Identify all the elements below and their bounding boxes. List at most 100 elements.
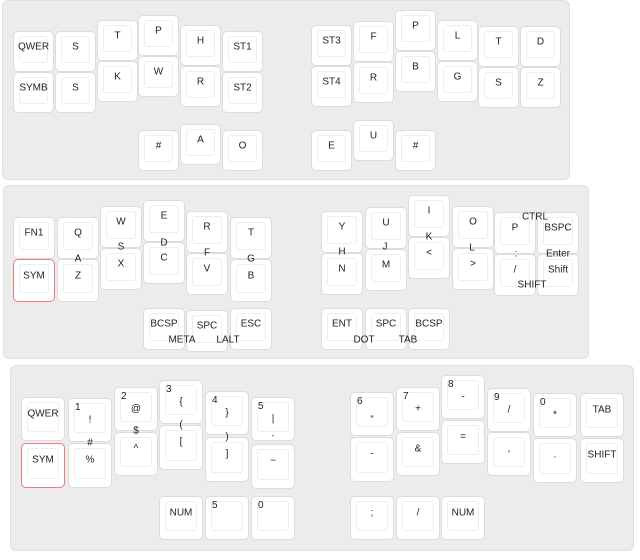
key-label: ST3 bbox=[322, 35, 341, 47]
key-2-12[interactable]: BCSP bbox=[143, 308, 185, 350]
key-1-8[interactable]: H bbox=[180, 25, 221, 66]
key-3-17[interactable]: 7 + bbox=[396, 387, 440, 431]
key-2-18[interactable]: M bbox=[365, 249, 407, 291]
key-3-25[interactable]: TAB bbox=[580, 393, 624, 437]
key-2-10[interactable]: T bbox=[230, 217, 272, 259]
key-1-27[interactable]: E bbox=[311, 130, 352, 171]
key-3-11[interactable]: ~ bbox=[251, 444, 295, 489]
key-2-14[interactable]: ESC bbox=[230, 308, 272, 350]
key-2-16[interactable]: N bbox=[321, 253, 363, 295]
key-1-13[interactable]: A bbox=[180, 124, 221, 165]
key-2-3[interactable]: Z bbox=[57, 259, 99, 302]
key-label: # bbox=[155, 140, 162, 152]
key-3-8[interactable]: 4} bbox=[205, 391, 249, 435]
key-2-13[interactable]: SPC bbox=[186, 310, 228, 352]
key-1-26[interactable]: Z bbox=[520, 67, 561, 108]
key-2-8[interactable]: R bbox=[186, 211, 228, 253]
key-1-10[interactable]: ST1 bbox=[222, 31, 263, 72]
key-1-5[interactable]: K bbox=[97, 61, 138, 102]
key-1-29[interactable]: # bbox=[395, 130, 436, 171]
key-3-13[interactable]: 5 bbox=[205, 496, 249, 540]
key-3-28[interactable]: / bbox=[396, 496, 440, 540]
key-3-15[interactable]: 6 „ bbox=[350, 392, 394, 436]
key-2-9[interactable]: V bbox=[186, 253, 228, 295]
key-2-11[interactable]: B bbox=[230, 259, 272, 302]
key-1-18[interactable]: R bbox=[353, 62, 394, 103]
key-1-23[interactable]: T bbox=[478, 26, 519, 67]
key-2-19[interactable]: I bbox=[408, 195, 450, 237]
key-3-19[interactable]: 8- bbox=[441, 375, 485, 419]
key-2-6[interactable]: E bbox=[143, 200, 185, 242]
key-2-24[interactable]: / bbox=[494, 254, 536, 296]
key-2-29[interactable]: BCSP bbox=[408, 308, 450, 350]
key-1-28[interactable]: U bbox=[353, 120, 394, 161]
key-2-4[interactable]: W bbox=[100, 206, 142, 248]
key-1-12[interactable]: # bbox=[138, 130, 179, 171]
key-3-5[interactable]: ^ bbox=[114, 432, 158, 476]
key-3-29[interactable]: NUM bbox=[441, 496, 485, 540]
key-label: ENT bbox=[332, 318, 352, 330]
key-2-21[interactable]: O bbox=[452, 206, 494, 248]
key-1-21[interactable]: L bbox=[437, 20, 478, 61]
key-3-14[interactable]: 0 bbox=[251, 496, 295, 540]
key-3-16[interactable]: - bbox=[350, 437, 394, 482]
key-1-2[interactable]: S bbox=[55, 31, 96, 72]
key-2-20[interactable]: < bbox=[408, 237, 450, 279]
key-1-17[interactable]: F bbox=[353, 21, 394, 62]
key-3-10[interactable]: 5 | bbox=[251, 397, 295, 441]
key-3-4[interactable]: 2 @ bbox=[114, 387, 158, 431]
key-2-17[interactable]: U bbox=[365, 207, 407, 249]
key-2-0[interactable]: FN1 bbox=[13, 217, 55, 259]
key-2-5[interactable]: X bbox=[100, 248, 142, 290]
key-3-18[interactable]: & bbox=[396, 432, 440, 476]
key-1-4[interactable]: T bbox=[97, 20, 138, 61]
key-1-22[interactable]: G bbox=[437, 61, 478, 102]
key-2-2[interactable]: Q bbox=[57, 217, 99, 259]
key-3-23[interactable]: 0 * bbox=[533, 393, 577, 437]
key-2-1[interactable]: SYM bbox=[13, 259, 55, 302]
key-1-14[interactable]: O bbox=[222, 130, 263, 171]
key-2-7[interactable]: C bbox=[143, 242, 185, 284]
key-3-3[interactable]: % bbox=[68, 443, 112, 488]
key-3-27[interactable]: ; bbox=[350, 496, 394, 540]
keycap-face bbox=[63, 222, 93, 250]
key-3-26[interactable]: SHIFT bbox=[580, 438, 624, 483]
key-1-19[interactable]: P bbox=[395, 10, 436, 51]
key-3-6[interactable]: 3{ bbox=[159, 380, 203, 424]
key-2-23[interactable]: P bbox=[494, 212, 536, 254]
key-1-0[interactable]: QWER bbox=[13, 31, 54, 72]
key-2-22[interactable]: > bbox=[452, 248, 494, 290]
key-label: W bbox=[153, 66, 164, 78]
key-3-2[interactable]: 1! bbox=[68, 398, 112, 442]
key-2-25[interactable]: BSPC bbox=[537, 212, 579, 254]
key-2-27[interactable]: ENT bbox=[321, 308, 363, 350]
key-3-21[interactable]: 9/ bbox=[487, 388, 531, 432]
key-1-1[interactable]: SYMB bbox=[13, 72, 54, 113]
key-3-22[interactable]: , bbox=[487, 432, 531, 476]
key-3-0[interactable]: QWER bbox=[21, 397, 65, 441]
key-2-15[interactable]: Y bbox=[321, 211, 363, 253]
keycap-face bbox=[356, 397, 388, 427]
key-3-9[interactable]: ] bbox=[205, 437, 249, 482]
key-2-28[interactable]: SPC bbox=[365, 308, 407, 350]
key-1-7[interactable]: W bbox=[138, 56, 179, 97]
key-1-11[interactable]: ST2 bbox=[222, 72, 263, 113]
keycap-face bbox=[317, 135, 346, 162]
keycap-face bbox=[586, 398, 618, 428]
key-1-15[interactable]: ST3 bbox=[311, 25, 352, 66]
key-3-20[interactable]: = bbox=[441, 420, 485, 464]
keycap-face bbox=[401, 135, 430, 162]
key-1-20[interactable]: B bbox=[395, 51, 436, 92]
key-1-9[interactable]: R bbox=[180, 66, 221, 107]
key-2-26[interactable]: Shift bbox=[537, 254, 579, 296]
key-1-16[interactable]: ST4 bbox=[311, 66, 352, 107]
key-label: / bbox=[513, 264, 517, 276]
key-3-12[interactable]: NUM bbox=[159, 496, 203, 540]
key-3-1[interactable]: SYM bbox=[21, 443, 65, 488]
key-3-24[interactable]: . bbox=[533, 438, 577, 483]
key-1-6[interactable]: P bbox=[138, 15, 179, 56]
key-1-3[interactable]: S bbox=[55, 72, 96, 113]
key-1-24[interactable]: S bbox=[478, 67, 519, 108]
key-1-25[interactable]: D bbox=[520, 26, 561, 67]
key-3-7[interactable]: [ bbox=[159, 425, 203, 470]
